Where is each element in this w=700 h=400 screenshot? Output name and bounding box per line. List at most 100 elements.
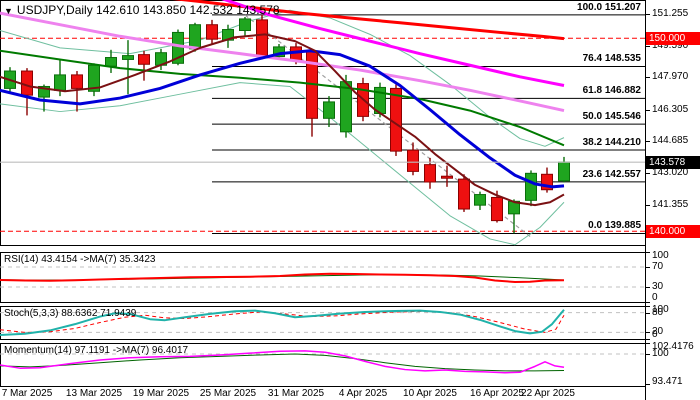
stochastic-label: Stoch(5,3,3) 88.6362 71.9439 (4, 308, 137, 319)
price-scale-label: 149.590 (652, 40, 689, 52)
candle-body (239, 18, 251, 32)
price-tag-150.000: 150.000 (646, 32, 700, 46)
fib-label: 23.6 142.557 (582, 168, 641, 180)
date-label: 25 Mar 2025 (199, 388, 257, 399)
price-scale-label: 141.355 (652, 199, 689, 211)
price-scale-tick (645, 140, 650, 142)
fib-label: 0.0 139.885 (588, 220, 641, 232)
candle-body (206, 24, 218, 40)
price-scale-tick (645, 46, 650, 48)
rsi-scale-label: 70 (652, 261, 664, 272)
rsi-scale-tick (645, 302, 650, 303)
candle-body (256, 19, 268, 58)
candle-body (407, 149, 419, 172)
price-scale-tick (645, 172, 650, 174)
candle-body (491, 196, 503, 222)
fib-label: 50.0 145.546 (582, 111, 641, 123)
momentum-scale-tick (645, 383, 650, 385)
trendline (244, 14, 533, 239)
stochastic-series-stoch-signal (0, 310, 565, 333)
price-scale-label: 151.255 (652, 8, 689, 19)
price-scale-label: 144.685 (652, 134, 689, 146)
ma-red-365 (172, 0, 565, 41)
candle-body (122, 55, 134, 60)
candle-body (323, 101, 335, 119)
candle-body (71, 74, 83, 89)
envelope-lower (0, 82, 565, 246)
rsi-scale-tick (645, 287, 650, 288)
stochastic-scale-tick (645, 306, 650, 307)
fib-label: 76.4 148.535 (582, 53, 641, 65)
stochastic-scale-label: 100 (652, 304, 669, 315)
candle-body (558, 161, 570, 182)
price-scale-tick (645, 205, 650, 207)
rsi-series-rsi-main (0, 272, 565, 283)
candle-body (525, 172, 537, 201)
ma-blue-20 (0, 49, 565, 189)
chart-title: ▼ USDJPY,Daily 142.610 143.850 142.532 14… (4, 3, 280, 17)
price-scale-label: 143.020 (652, 166, 689, 178)
momentum-scale-label: 102.4176 (652, 341, 694, 352)
envelope-upper (0, 9, 565, 147)
ma-darkred-8 (0, 33, 565, 207)
stochastic-scale-label: 0 (652, 329, 658, 340)
rsi-label: RSI(14) 43.4154 ->MA(7) 35.3423 (4, 254, 156, 265)
price-scale-separator (645, 0, 646, 400)
ma-magenta-200 (221, 0, 565, 87)
candle-body (189, 24, 201, 50)
candle-body (441, 175, 453, 179)
fib-label: 61.8 146.882 (582, 85, 641, 97)
candle-body (54, 74, 66, 91)
price-scale-tick (645, 14, 650, 15)
date-label: 4 Apr 2025 (338, 388, 388, 399)
momentum-series-momentum-ma (0, 353, 565, 372)
candle-body (390, 87, 402, 152)
date-label: 31 Mar 2025 (267, 388, 325, 399)
fib-label: 100.0 151.207 (577, 1, 641, 13)
candle-body (474, 194, 486, 206)
fib-label: 38.2 144.210 (582, 136, 641, 148)
price-tag-143.578: 143.578 (646, 156, 700, 170)
momentum-scale-label: 93.471 (652, 376, 683, 387)
ma-plum-150 (0, 11, 565, 113)
stochastic-scale-tick (645, 339, 650, 340)
date-label: 13 Mar 2025 (65, 388, 123, 399)
date-label: 19 Mar 2025 (132, 388, 190, 399)
price-scale-tick (645, 109, 650, 111)
candle-body (38, 85, 50, 98)
chart-symbol-dropdown-icon[interactable]: ▼ (4, 6, 13, 16)
stochastic-series-stoch-main (0, 309, 565, 337)
rsi-scale-tick (645, 252, 650, 253)
momentum-series-momentum-main (0, 350, 565, 374)
momentum-scale-label: 100 (652, 348, 669, 360)
candle-body (424, 164, 436, 183)
candle-body (458, 178, 470, 210)
momentum-scale-tick (645, 343, 650, 344)
momentum-label: Momentum(14) 97.1191 ->MA(7) 96.4017 (4, 345, 189, 356)
price-scale-label: 147.970 (652, 71, 689, 83)
rsi-scale-label: 30 (652, 281, 664, 292)
date-label: 7 Mar 2025 (1, 388, 53, 399)
price-tag-140.000: 140.000 (646, 225, 700, 239)
stochastic-scale-tick (645, 312, 650, 314)
candle-body (541, 173, 553, 191)
stochastic-scale-label: 20 (652, 326, 664, 338)
chart-title-text: USDJPY,Daily 142.610 143.850 142.532 143… (16, 3, 280, 17)
candle-body (138, 54, 150, 65)
date-label: 10 Apr 2025 (403, 388, 457, 399)
date-label: 16 Apr 2025 (470, 388, 524, 399)
price-scale-tick (645, 77, 650, 79)
date-label: 22 Apr 2025 (521, 388, 575, 399)
candle-body (105, 57, 117, 67)
ma-green-100 (0, 49, 565, 147)
price-scale-label: 146.305 (652, 103, 689, 115)
stochastic-scale-tick (645, 332, 650, 334)
rsi-scale-label: 100 (652, 250, 669, 261)
candle-body (21, 70, 33, 96)
rsi-scale-tick (645, 267, 650, 268)
stochastic-scale-label: 80 (652, 306, 664, 318)
momentum-scale-tick (645, 354, 650, 356)
rsi-scale-label: 0 (652, 292, 658, 303)
